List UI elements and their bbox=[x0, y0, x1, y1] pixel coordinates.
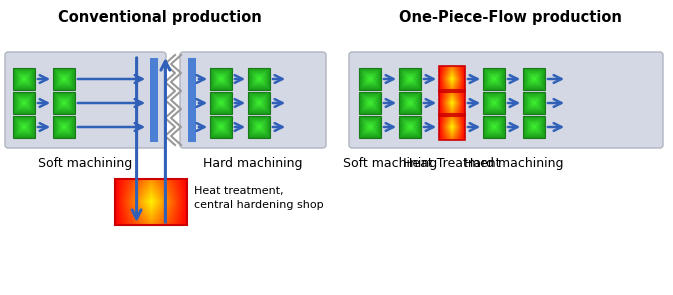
Text: Heat Treatment: Heat Treatment bbox=[403, 157, 501, 170]
Bar bbox=[439, 66, 465, 92]
Bar bbox=[483, 116, 505, 138]
FancyBboxPatch shape bbox=[180, 52, 326, 148]
Bar bbox=[53, 116, 75, 138]
Bar bbox=[248, 68, 270, 90]
Text: One-Piece-Flow production: One-Piece-Flow production bbox=[398, 10, 621, 25]
Bar bbox=[210, 92, 232, 114]
Bar bbox=[13, 116, 35, 138]
Bar bbox=[188, 58, 196, 142]
FancyBboxPatch shape bbox=[349, 52, 663, 148]
Bar bbox=[359, 92, 381, 114]
Bar bbox=[210, 68, 232, 90]
Bar bbox=[523, 116, 545, 138]
Bar bbox=[13, 68, 35, 90]
Bar bbox=[53, 92, 75, 114]
Bar bbox=[439, 114, 465, 140]
Bar bbox=[115, 179, 187, 225]
Bar bbox=[53, 68, 75, 90]
Bar bbox=[210, 116, 232, 138]
Bar bbox=[399, 116, 421, 138]
Bar bbox=[399, 92, 421, 114]
Bar bbox=[13, 92, 35, 114]
Text: Hard machining: Hard machining bbox=[203, 157, 303, 170]
Bar bbox=[248, 116, 270, 138]
FancyBboxPatch shape bbox=[5, 52, 166, 148]
Bar bbox=[439, 90, 465, 116]
Bar bbox=[150, 58, 158, 142]
Bar bbox=[483, 92, 505, 114]
Text: Conventional production: Conventional production bbox=[58, 10, 262, 25]
Bar bbox=[399, 68, 421, 90]
Bar bbox=[523, 68, 545, 90]
Bar bbox=[523, 92, 545, 114]
Bar bbox=[359, 68, 381, 90]
Text: Hard machining: Hard machining bbox=[464, 157, 564, 170]
Bar bbox=[248, 92, 270, 114]
Text: Heat treatment,
central hardening shop: Heat treatment, central hardening shop bbox=[194, 186, 324, 210]
Bar bbox=[483, 68, 505, 90]
Text: Soft machining: Soft machining bbox=[343, 157, 437, 170]
Text: Soft machining: Soft machining bbox=[38, 157, 133, 170]
Bar bbox=[359, 116, 381, 138]
